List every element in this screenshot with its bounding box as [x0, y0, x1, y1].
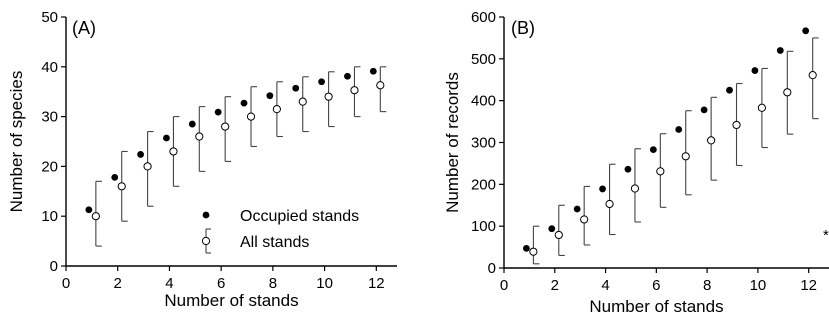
all-stands-point [324, 92, 333, 101]
y-tick-label: 0 [50, 258, 58, 275]
x-tick-label: 0 [62, 275, 70, 292]
x-tick-label: 8 [703, 277, 711, 294]
legend-all-marker [201, 236, 211, 246]
all-stands-point [783, 88, 792, 97]
all-stands-point [350, 86, 359, 95]
occupied-stands-point [726, 86, 733, 94]
occupied-stands-point [548, 225, 556, 233]
all-stands-point [246, 112, 256, 121]
legend-all-label: All stands [240, 234, 309, 251]
panel-a: 0 10 20 30 40 50 0 2 4 6 8 10 12 Number of stands Numb… [7, 9, 397, 310]
all-stands-point [143, 162, 152, 171]
x-tick-label: 6 [217, 275, 225, 292]
x-tick-label: 6 [652, 277, 660, 294]
x-tick-label: 2 [551, 277, 559, 294]
all-stands-point [580, 215, 589, 224]
all-stands-point [630, 184, 640, 193]
legend-occupied-marker [202, 211, 210, 219]
all-stands-point [195, 132, 204, 141]
all-stands-point [221, 122, 230, 131]
y-tick-label: 200 [471, 176, 496, 193]
panel-label: (B) [511, 18, 535, 38]
x-tick-label: 0 [500, 277, 508, 294]
all-stands-point [757, 103, 767, 112]
y-tick-label: 600 [471, 9, 496, 26]
all-stands-point [376, 81, 385, 90]
x-tick-label: 12 [368, 275, 385, 292]
occupied-stands-point [776, 47, 784, 54]
x-tick-label: 8 [269, 275, 277, 292]
all-stands-point [91, 212, 100, 221]
all-stands-point [272, 105, 281, 114]
all-stands-point [681, 152, 690, 161]
y-axis-title: Number of species [7, 71, 26, 213]
occupied-stands-point [266, 92, 274, 100]
all-stands-point [808, 71, 817, 80]
x-tick-label: 4 [601, 277, 609, 294]
all-stands-point [707, 136, 716, 145]
y-tick-label: 10 [41, 208, 58, 225]
occupied-stands-point [188, 120, 196, 128]
occupied-stands-point [111, 173, 119, 181]
occupied-stands-point [700, 106, 708, 114]
occupied-stands-point [573, 205, 581, 213]
all-stands-point [529, 247, 538, 256]
all-stands-point [732, 120, 741, 130]
panel-b: 0 100 200 300 400 500 600 0 2 4 6 8 10 12 Number of st… [443, 9, 829, 316]
occupied-stands-point [675, 126, 683, 133]
occupied-stands-point [599, 185, 606, 193]
y-tick-label: 40 [41, 59, 58, 76]
occupied-stands-point [318, 78, 325, 86]
all-stands-point [298, 97, 307, 106]
all-stands-point [656, 167, 665, 176]
all-stands-point [605, 199, 614, 209]
panel-label: (A) [72, 18, 96, 38]
y-tick-label: 50 [41, 9, 58, 26]
annotation-asterisk: * [823, 227, 829, 244]
y-tick-label: 400 [471, 93, 496, 110]
x-axis-title: Number of stands [589, 297, 723, 316]
all-stands-point [117, 182, 126, 191]
occupied-stands-point [802, 27, 810, 35]
x-tick-label: 4 [165, 275, 173, 292]
occupied-stands-point [85, 206, 93, 214]
occupied-stands-point [369, 67, 377, 75]
occupied-stands-point [751, 67, 759, 74]
all-stands-point [169, 147, 178, 156]
all-stands-point [554, 230, 563, 240]
y-tick-label: 100 [471, 218, 496, 235]
occupied-stands-point [214, 108, 222, 116]
y-tick-label: 20 [41, 158, 58, 175]
occupied-stands-point [649, 146, 657, 154]
x-tick-label: 12 [800, 277, 817, 294]
y-tick-label: 500 [471, 51, 496, 68]
occupied-stands-point [163, 134, 170, 142]
occupied-stands-point [522, 244, 530, 252]
occupied-stands-point [240, 99, 248, 107]
y-axis-title: Number of records [443, 72, 462, 213]
occupied-stands-point [624, 165, 632, 173]
y-tick-label: 30 [41, 109, 58, 126]
legend-occupied-label: Occupied stands [240, 208, 359, 225]
occupied-stands-point [292, 84, 300, 92]
x-axis-title: Number of stands [164, 291, 298, 310]
y-tick-label: 300 [471, 135, 496, 152]
y-tick-label: 0 [488, 260, 496, 277]
x-tick-label: 10 [316, 275, 333, 292]
occupied-stands-point [344, 72, 351, 80]
x-tick-label: 2 [114, 275, 122, 292]
x-tick-label: 10 [750, 277, 767, 294]
occupied-stands-point [137, 151, 144, 158]
